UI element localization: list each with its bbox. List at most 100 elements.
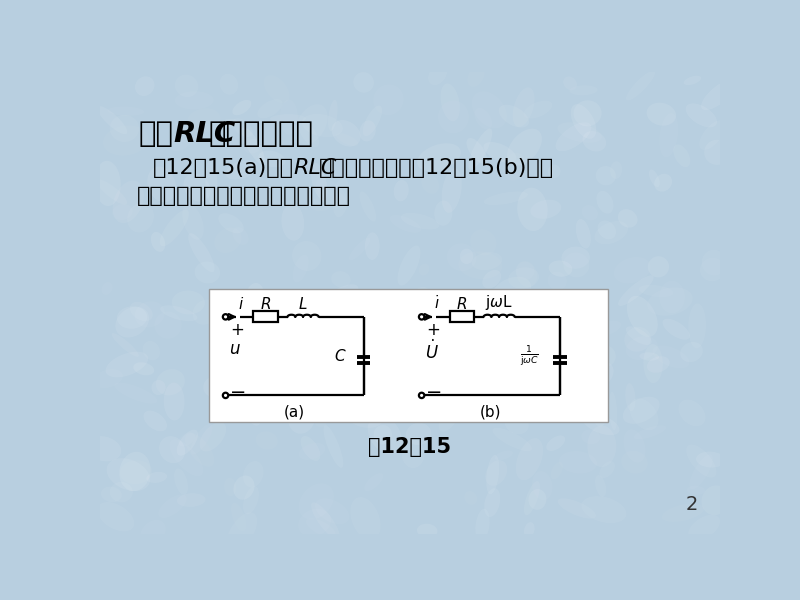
Circle shape [419, 393, 424, 398]
Ellipse shape [475, 509, 490, 542]
Ellipse shape [363, 106, 382, 136]
Ellipse shape [468, 356, 504, 371]
Ellipse shape [151, 380, 166, 395]
Ellipse shape [232, 100, 251, 115]
Ellipse shape [323, 425, 343, 468]
Text: RLC: RLC [174, 120, 236, 148]
Ellipse shape [143, 410, 167, 431]
Circle shape [223, 393, 228, 398]
Ellipse shape [276, 344, 310, 364]
Ellipse shape [596, 191, 614, 214]
Text: RLC: RLC [294, 158, 337, 178]
Ellipse shape [493, 428, 532, 451]
Circle shape [223, 314, 228, 320]
Ellipse shape [97, 179, 127, 205]
Ellipse shape [398, 245, 421, 286]
Ellipse shape [115, 307, 149, 338]
Ellipse shape [562, 247, 590, 269]
Ellipse shape [177, 493, 206, 507]
Ellipse shape [194, 262, 220, 283]
Ellipse shape [226, 160, 258, 179]
Ellipse shape [193, 299, 218, 325]
Ellipse shape [232, 118, 253, 137]
Ellipse shape [468, 315, 485, 334]
Text: 2: 2 [685, 495, 698, 514]
Ellipse shape [626, 71, 655, 100]
Ellipse shape [627, 296, 658, 337]
Ellipse shape [596, 166, 616, 185]
Bar [209, 289, 608, 422]
Ellipse shape [417, 524, 438, 538]
Ellipse shape [230, 302, 260, 340]
Text: −: − [426, 383, 442, 402]
Ellipse shape [546, 436, 565, 451]
Ellipse shape [468, 128, 492, 170]
Ellipse shape [500, 300, 525, 327]
Ellipse shape [328, 284, 358, 303]
Ellipse shape [365, 232, 380, 260]
Ellipse shape [160, 209, 189, 247]
Ellipse shape [216, 312, 234, 328]
Ellipse shape [400, 348, 427, 361]
Ellipse shape [406, 423, 431, 445]
Ellipse shape [574, 100, 602, 127]
Ellipse shape [242, 127, 265, 164]
Ellipse shape [624, 327, 651, 352]
Ellipse shape [466, 138, 487, 164]
Ellipse shape [486, 455, 499, 494]
Ellipse shape [135, 76, 154, 96]
Ellipse shape [354, 72, 374, 92]
Ellipse shape [146, 472, 167, 483]
Ellipse shape [622, 397, 660, 424]
Ellipse shape [581, 293, 598, 311]
Ellipse shape [160, 305, 198, 321]
Ellipse shape [374, 425, 392, 445]
Ellipse shape [646, 103, 676, 125]
Ellipse shape [513, 88, 534, 127]
Text: $\frac{1}{\mathrm{j}\omega C}$: $\frac{1}{\mathrm{j}\omega C}$ [521, 344, 539, 368]
Ellipse shape [639, 352, 659, 361]
Text: R: R [457, 297, 467, 312]
Ellipse shape [247, 406, 261, 425]
Ellipse shape [307, 332, 327, 356]
Circle shape [419, 314, 424, 320]
Ellipse shape [686, 103, 717, 127]
Ellipse shape [524, 522, 534, 538]
Ellipse shape [258, 151, 286, 167]
Ellipse shape [156, 369, 185, 395]
Ellipse shape [548, 164, 561, 178]
Ellipse shape [414, 287, 430, 300]
Ellipse shape [288, 400, 316, 434]
Text: 的相量模型，由此求出驱动点阻抗为: 的相量模型，由此求出驱动点阻抗为 [137, 186, 350, 206]
Ellipse shape [575, 361, 614, 392]
Ellipse shape [234, 475, 254, 500]
Text: 串联谐振电路: 串联谐振电路 [209, 120, 314, 148]
Ellipse shape [585, 382, 606, 404]
Ellipse shape [484, 191, 528, 205]
Ellipse shape [311, 163, 327, 200]
Ellipse shape [243, 486, 259, 514]
Ellipse shape [594, 345, 616, 367]
Text: (b): (b) [480, 404, 502, 419]
Ellipse shape [119, 452, 150, 491]
Ellipse shape [245, 283, 265, 313]
Bar [254, 311, 278, 322]
Ellipse shape [177, 430, 198, 455]
Ellipse shape [220, 74, 238, 95]
Ellipse shape [289, 362, 324, 400]
Ellipse shape [598, 220, 616, 239]
Ellipse shape [477, 382, 504, 405]
Ellipse shape [147, 166, 176, 202]
Ellipse shape [587, 425, 616, 467]
Ellipse shape [699, 120, 726, 150]
Ellipse shape [686, 445, 717, 478]
Ellipse shape [427, 379, 454, 404]
Ellipse shape [654, 174, 672, 191]
Ellipse shape [112, 333, 139, 357]
Ellipse shape [164, 383, 185, 421]
Text: (a): (a) [284, 404, 305, 419]
Ellipse shape [483, 142, 517, 163]
Ellipse shape [276, 392, 297, 407]
Ellipse shape [594, 409, 606, 427]
Ellipse shape [484, 488, 500, 517]
